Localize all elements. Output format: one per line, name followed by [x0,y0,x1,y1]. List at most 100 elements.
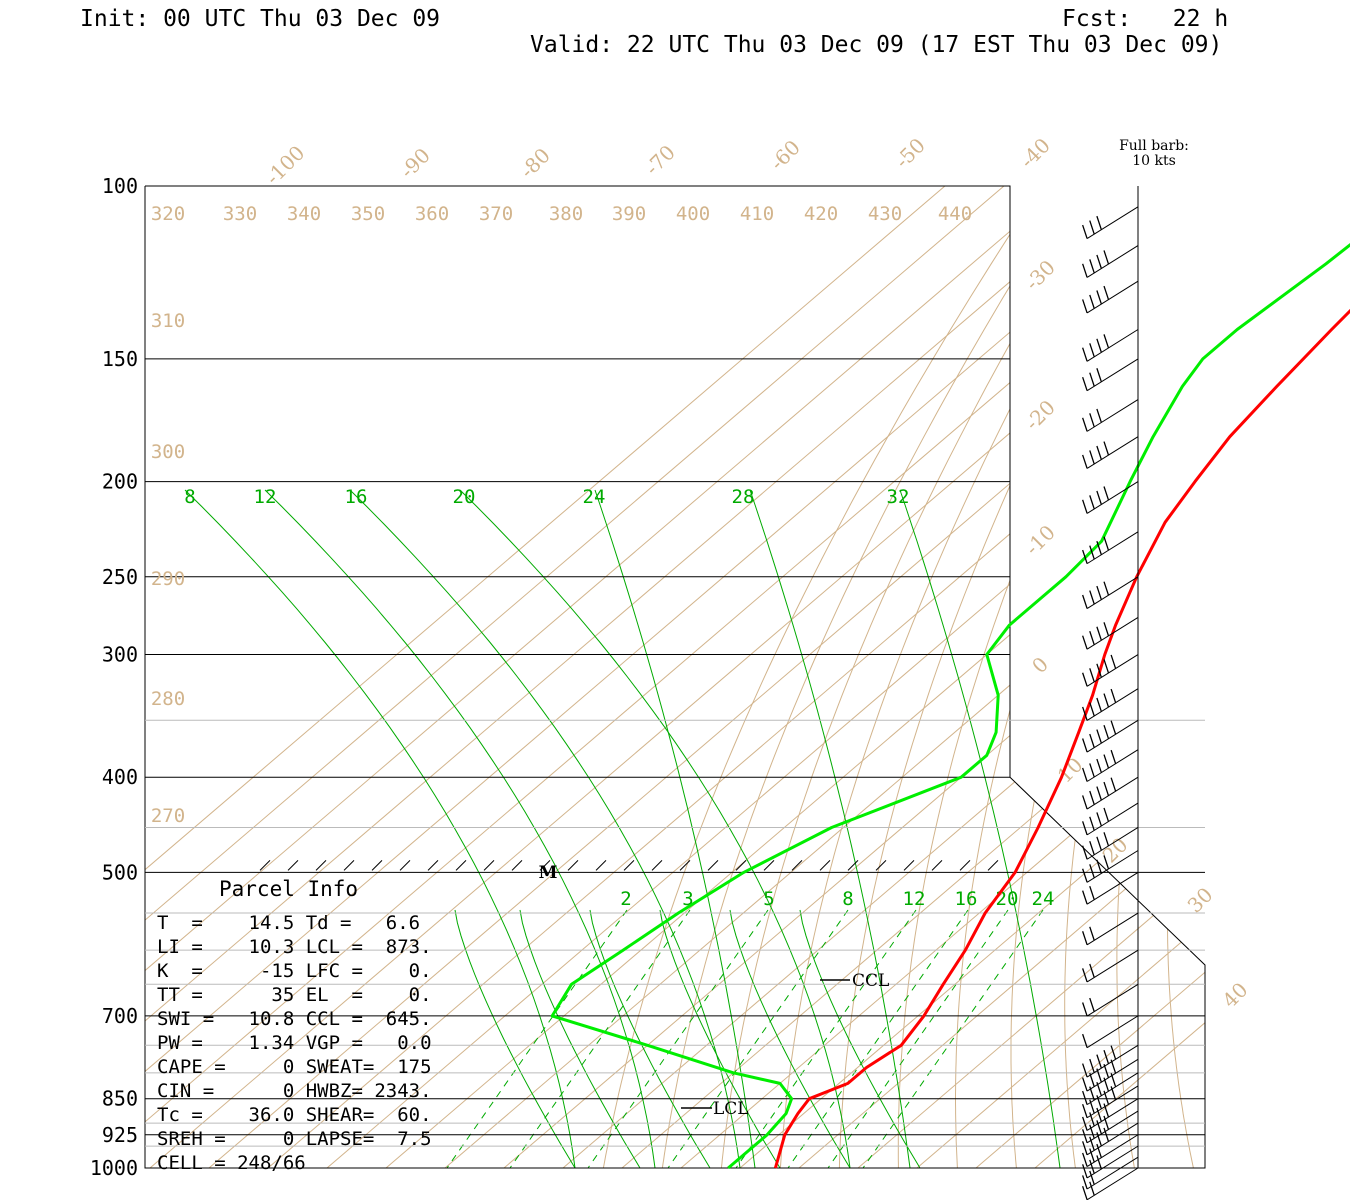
wind-barb-flag [1089,1058,1095,1073]
wind-barb-flag [1082,890,1088,905]
wind-barb-flag [1103,781,1110,796]
wind-barb-flag [1103,1049,1110,1064]
wind-barb-flag [1082,549,1088,564]
isotherm-label: -100 [261,141,310,190]
wind-barb-staff [1086,1015,1139,1049]
dry-adiabat-line [1116,186,1205,1168]
isotherm-label: -30 [1020,255,1060,295]
wind-barb-flag [1082,795,1088,810]
wind-barb-flag [1082,767,1088,782]
wind-barb-flag [1089,294,1095,309]
isotherm-line [145,186,1182,1168]
mixing-ratio-label: 24 [1032,888,1055,910]
wind-barb-flag [1103,581,1110,596]
wind-barb-flag [1089,702,1095,717]
theta-e-label: 28 [732,486,755,508]
wind-barb-flag [1110,720,1117,735]
dewpoint-profile-line [550,243,1350,1170]
wind-barb-flag [1082,845,1088,860]
wind-barb-staff [1086,949,1139,983]
wind-barb-staff [1086,481,1139,514]
hatch-mark [931,860,943,871]
wind-barb-staff [1086,1110,1139,1144]
wind-barb-staff [1086,1122,1139,1156]
wind-barb-staff [1086,1156,1139,1190]
wind-barb-staff [1086,617,1139,650]
mixing-ratio-label: 12 [903,888,926,910]
isotherm-line [145,186,1005,1168]
wind-barb-flag [1110,777,1117,792]
wind-barb-flag [1082,635,1088,650]
wind-barb-staff [1086,776,1139,810]
lower-adiabat-line [589,909,711,1168]
wind-barb-flag [1082,868,1088,883]
wind-barb-flag [1103,754,1110,769]
wind-barb-flag [1103,334,1110,349]
hatch-mark [483,860,495,871]
saturated-adiabat-line [749,489,911,1168]
wind-barb [1082,1044,1139,1078]
wind-barb-staff [1086,1098,1139,1131]
wind-barb-flag [1089,1170,1095,1185]
wind-barb [1082,871,1139,905]
parcel-row: CELL = 248/66 [157,1152,306,1174]
dry-adiabat-line [1064,186,1205,1168]
temperature-profile-line [773,308,1350,1169]
wind-barb [1082,617,1139,650]
wind-barb [1082,206,1139,240]
wind-barb-staff [1086,654,1139,687]
hatch-mark [371,860,383,871]
wind-barb-flag [1110,688,1117,703]
saturated-adiabat-line [264,489,656,1168]
wind-barb-staff [1086,827,1139,860]
mixing-ratio-line [446,909,628,1168]
wind-barb [1082,1122,1139,1156]
theta-label: 270 [151,805,185,827]
hatch-mark [791,860,803,871]
wind-barb-flag [1089,413,1095,428]
mixing-ratio-label: 2 [620,888,631,910]
theta-label: 360 [415,203,449,225]
wind-barb-flag [1082,1116,1088,1131]
wind-barb [1082,719,1139,753]
wind-barb-flag [1089,1181,1095,1196]
isotherm-line [145,186,1064,1168]
wind-barb-flag [1089,343,1095,358]
wind-barb-flag [1103,659,1110,674]
wind-barb-flag [1096,490,1102,505]
wind-barb-staff [1086,688,1139,721]
wind-barb-staff [1086,802,1139,836]
wind-barb-flag [1082,1103,1088,1118]
theta-e-label: 8 [184,486,195,508]
wind-barb-flag [1103,441,1110,456]
hatch-mark [651,860,663,871]
barb-legend-line1: Full barb: [1119,138,1189,154]
wind-barb-flag [1089,841,1095,856]
parcel-row: LI = 10.3 LCL = 873. [157,936,432,958]
lower-adiabat-line [799,909,921,1168]
wind-barb-flag [1082,1152,1088,1167]
ccl-marker: CCL [852,971,889,991]
mixing-ratio-line [509,909,691,1168]
wind-barb-flag [1096,254,1102,269]
wind-barb-flag [1082,706,1088,721]
wind-barb-flag [1096,1143,1102,1158]
isotherm-label: 0 [1027,652,1053,678]
wind-barb-staff [1086,1145,1139,1179]
wind-barb [1082,850,1139,883]
wind-barb-flag [1082,1129,1088,1144]
dry-adiabat-line [1311,186,1350,1189]
hatch-mark [539,860,551,871]
dry-adiabat-line [599,186,1042,1168]
pressure-tick-label: 1000 [90,1156,138,1180]
isotherm-line [444,186,1205,1168]
wind-barb-flag [1089,668,1095,683]
mixing-ratio-label: 3 [682,888,693,910]
wind-barb-flag [1089,864,1095,879]
parcel-row: Tc = 36.0 SHEAR= 60. [157,1104,432,1126]
wind-barb-flag [1089,372,1095,387]
saturated-adiabat-group [184,489,1061,1168]
wind-barb-flag [1089,926,1095,941]
wind-barb-flag [1103,536,1110,551]
hatch-mark [819,860,831,871]
